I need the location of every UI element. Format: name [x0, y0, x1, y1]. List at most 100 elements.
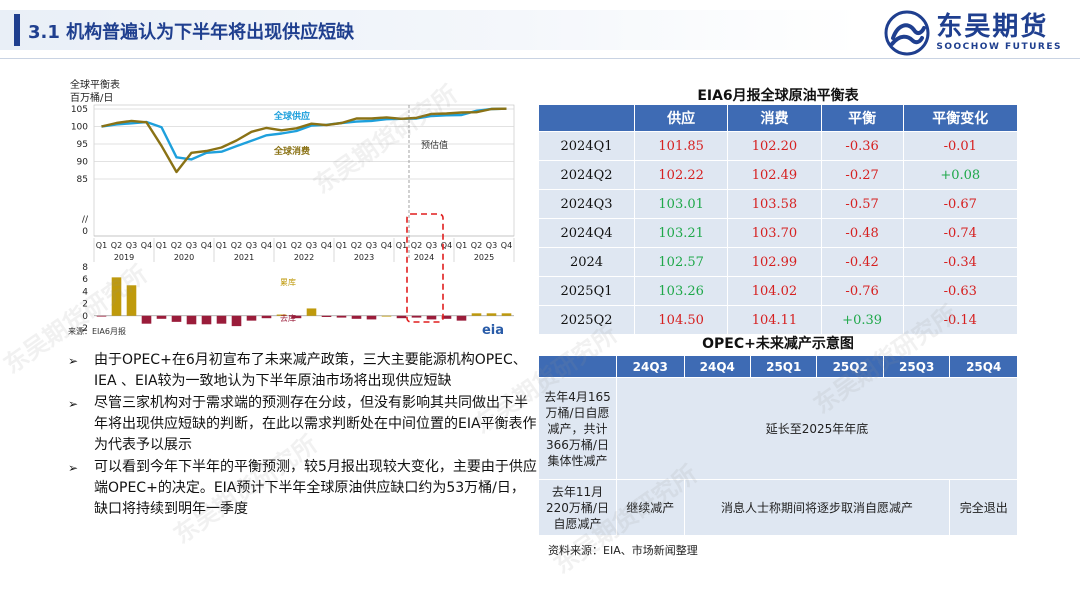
header-divider	[0, 58, 1080, 59]
balance-bar	[291, 315, 302, 319]
x-tick-label: Q3	[306, 241, 317, 250]
x-tick-label: Q1	[216, 241, 227, 250]
balance-bar	[171, 315, 182, 322]
global-balance-chart: 全球平衡表 百万桶/日 105 100 95 90 85 // 0 预估值 全球供应 全球消费 Q1 Q2…	[66, 76, 522, 338]
brand-name-cn: 东吴期货	[936, 12, 1049, 42]
bar-y-tick-label: 8	[82, 263, 88, 273]
header-cell: 平衡	[820, 104, 904, 132]
table-row: 2024Q4 103.21 103.70 -0.48 -0.74	[538, 218, 1019, 248]
header-cell: 25Q3	[882, 355, 951, 378]
x-tick-label: Q2	[411, 241, 422, 250]
bullet-item: ➢ 由于OPEC+在6月初宣布了未来减产政策，三大主要能源机构OPEC、IEA 、…	[68, 350, 538, 392]
balance-cell: -0.42	[820, 247, 904, 277]
bar-y-tick-label: 0	[82, 312, 88, 322]
supply-cell: 103.26	[633, 276, 729, 306]
balance-cell: -0.57	[820, 189, 904, 219]
header-bar	[0, 10, 860, 50]
table-row: 2024 102.57 102.99 -0.42 -0.34	[538, 247, 1019, 277]
year-label: 2022	[294, 253, 314, 262]
year-label: 2025	[474, 253, 494, 262]
table-row: 2024Q3 103.01 103.58 -0.57 -0.67	[538, 189, 1019, 219]
balance-bar	[321, 315, 332, 317]
balance-bar	[111, 277, 122, 316]
x-tick-label: Q4	[321, 241, 332, 250]
y-tick-label: 100	[71, 123, 88, 133]
balance-bar	[216, 315, 227, 324]
consumption-cell: 102.20	[727, 131, 822, 161]
consumption-cell: 103.58	[727, 189, 822, 219]
supply-cell: 103.01	[633, 189, 729, 219]
forecast-highlight-box	[406, 213, 444, 323]
series-label-consumption: 全球消费	[273, 145, 310, 157]
page-title: 3.1 机构普遍认为下半年将出现供应短缺	[28, 22, 355, 43]
supply-cell: 104.50	[633, 305, 729, 335]
header-cell: 24Q3	[616, 355, 685, 378]
x-tick-label: Q2	[291, 241, 302, 250]
row-label: 2024Q3	[538, 189, 635, 219]
opec-table-header: 24Q3 24Q4 25Q1 25Q2 25Q3 25Q4	[538, 355, 1018, 378]
bullet-text: 尽管三家机构对于需求端的预测存在分歧，但没有影响其共同做出下半年将出现供应短缺的…	[94, 395, 537, 453]
year-label: 2021	[234, 253, 254, 262]
x-tick-label: Q3	[366, 241, 377, 250]
balance-cell: +0.39	[820, 305, 904, 335]
balance-bar	[456, 315, 467, 321]
x-tick-label: Q4	[501, 241, 512, 250]
row-label: 2024Q2	[538, 160, 635, 190]
table-row: 2025Q2 104.50 104.11 +0.39 -0.14	[538, 305, 1019, 335]
balance-bar	[141, 315, 152, 324]
balance-cell: -0.48	[820, 218, 904, 248]
balance-bar	[276, 314, 287, 316]
x-tick-label: Q2	[111, 241, 122, 250]
x-tick-label: Q1	[336, 241, 347, 250]
balance-bar	[186, 315, 197, 325]
extension-cell: 延长至2025年年底	[616, 377, 1018, 480]
bullet-arrow-icon: ➢	[68, 397, 79, 411]
balance-cell: -0.76	[820, 276, 904, 306]
balance-bar	[366, 315, 377, 320]
balance-bar	[471, 313, 482, 316]
table-row: 2025Q1 103.26 104.02 -0.76 -0.63	[538, 276, 1019, 306]
balance-bar	[411, 315, 422, 318]
header-accent	[14, 14, 20, 46]
balance-bar	[381, 315, 392, 317]
balance-change-cell: -0.74	[902, 218, 1019, 248]
header-cell: 25Q4	[949, 355, 1018, 378]
balance-bar	[126, 285, 137, 316]
continue-cut-cell: 继续减产	[616, 479, 685, 536]
table-row: 去年4月165万桶/日自愿减产，共计366万桶/日集体性减产 延长至2025年年…	[538, 377, 1018, 480]
y-break-mark: //	[82, 215, 89, 225]
balance-bar	[231, 315, 242, 327]
row-label: 去年4月165万桶/日自愿减产，共计366万桶/日集体性减产	[538, 377, 617, 480]
x-tick-label: Q1	[276, 241, 287, 250]
x-tick-label: Q2	[471, 241, 482, 250]
x-tick-label: Q4	[441, 241, 452, 250]
consumption-cell: 104.02	[727, 276, 822, 306]
bullet-arrow-icon: ➢	[68, 461, 79, 475]
row-label: 2024Q4	[538, 218, 635, 248]
opec-table-title: OPEC+未来减产示意图	[702, 336, 854, 352]
y-axis-label: 百万桶/日	[70, 91, 113, 104]
balance-bar	[426, 315, 437, 320]
header-cell: 消费	[727, 104, 822, 132]
balance-bar	[201, 315, 212, 325]
bar-label-draw: 去库	[280, 313, 296, 323]
balance-change-cell: -0.01	[902, 131, 1019, 161]
x-tick-label: Q3	[126, 241, 137, 250]
bullet-text: 可以看到今年下半年的平衡预测，较5月报出现较大变化，主要由于供应端OPEC+的决…	[94, 459, 537, 517]
balance-bar	[396, 315, 407, 319]
series-label-supply: 全球供应	[273, 110, 310, 122]
year-label: 2024	[414, 253, 434, 262]
bar-label-build: 累库	[280, 277, 296, 287]
x-tick-label: Q2	[231, 241, 242, 250]
supply-cell: 102.22	[633, 160, 729, 190]
row-label: 2024Q1	[538, 131, 635, 161]
bullet-item: ➢ 尽管三家机构对于需求端的预测存在分歧，但没有影响其共同做出下半年将出现供应短缺…	[68, 393, 538, 456]
bar-y-tick-label: 2	[82, 300, 88, 310]
table-row: 去年11月220万桶/日自愿减产 继续减产 消息人士称期间将逐步取消自愿减产 完…	[538, 479, 1018, 536]
source-note: 资料来源：EIA、市场新闻整理	[548, 544, 698, 557]
row-label: 2024	[538, 247, 635, 277]
y-tick-label: 0	[82, 227, 88, 237]
series-line-consumption	[101, 107, 507, 174]
x-tick-label: Q3	[426, 241, 437, 250]
